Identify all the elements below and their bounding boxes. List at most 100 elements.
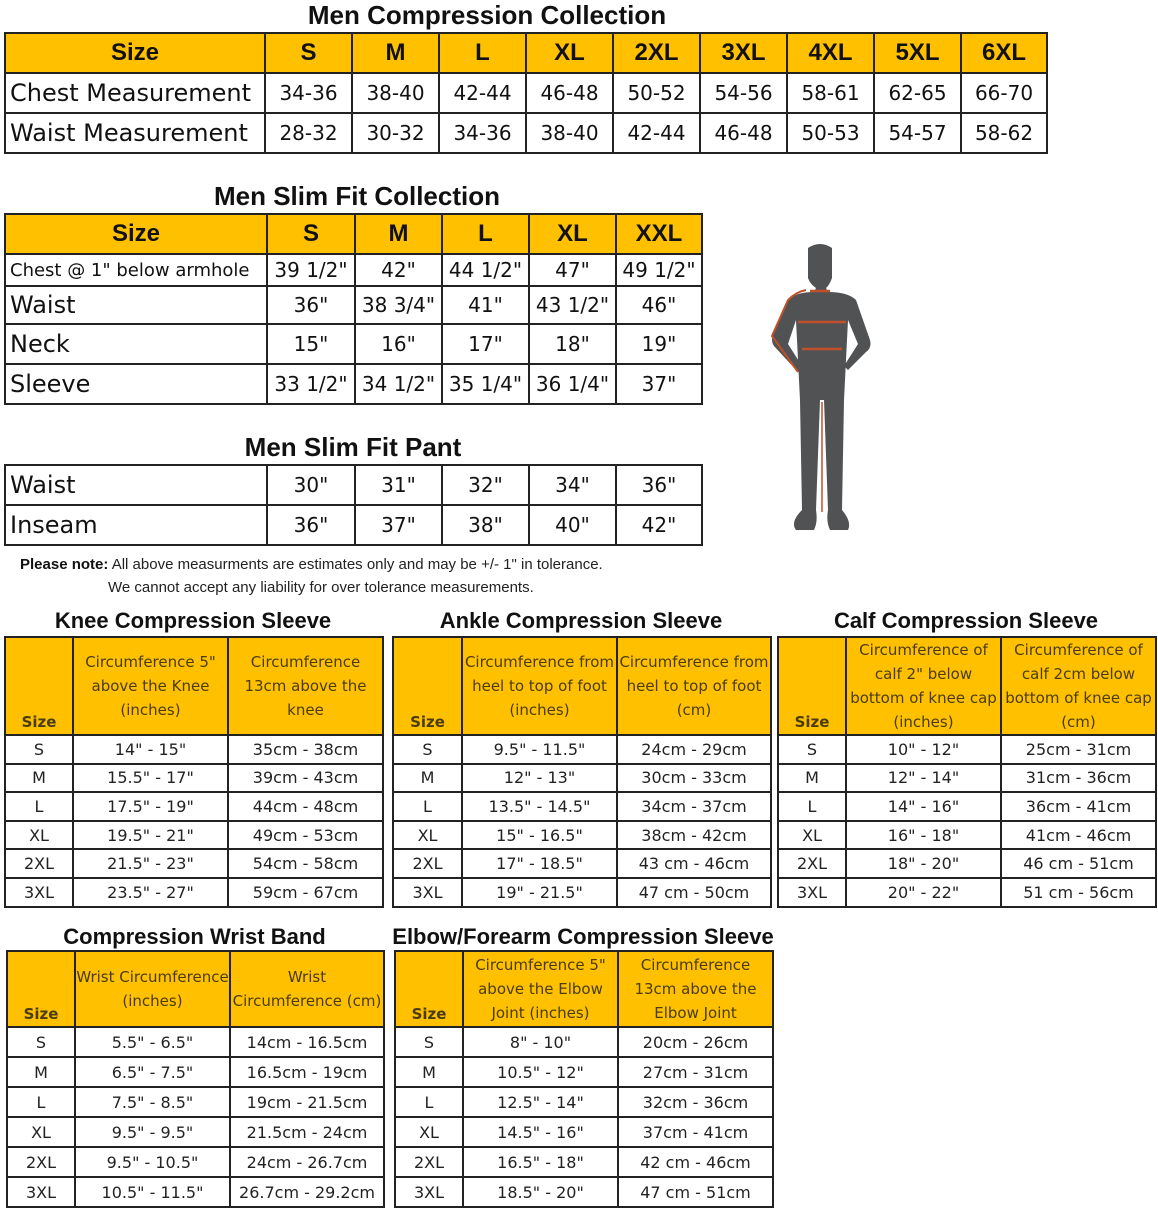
table-cell: 62-65 (873, 72, 962, 114)
table-cell: 21.5" - 23" (72, 848, 229, 879)
men-compression-title: Men Compression Collection (307, 0, 667, 30)
table-cell: 44 1/2" (441, 253, 530, 287)
ankle-sleeve-header-row: Size Circumference from heel to top of fo… (392, 636, 772, 736)
table-cell: 38cm - 42cm (616, 819, 772, 851)
table-cell: 6.5" - 7.5" (74, 1056, 231, 1088)
column-header: M (354, 213, 443, 255)
column-header: M (351, 32, 440, 74)
size-header: Size (4, 213, 268, 255)
column-header: S (266, 213, 356, 255)
men-slim-fit-row: Sleeve 33 1/2" 34 1/2" 35 1/4" 36 1/4" 37" (4, 363, 703, 405)
size-header: Size (392, 636, 463, 736)
row-label: 3XL (777, 876, 847, 908)
ankle-sleeve-row: 2XL 17" - 18.5" 43 cm - 46cm (392, 848, 772, 879)
column-header: Wrist Circumference (inches) (74, 950, 231, 1028)
men-slim-fit-row: Waist 36" 38 3/4" 41" 43 1/2" 46" (4, 285, 703, 325)
table-cell: 30-32 (351, 112, 440, 154)
table-cell: 10" - 12" (845, 734, 1002, 765)
table-cell: 31" (354, 464, 443, 506)
row-label: S (4, 734, 74, 765)
wrist-band-row: S 5.5" - 6.5" 14cm - 16.5cm (6, 1026, 385, 1058)
row-label: M (6, 1056, 76, 1088)
elbow-sleeve-title: Elbow/Forearm Compression Sleeve (392, 924, 774, 949)
table-cell: 41" (441, 285, 530, 325)
table-cell: 30cm - 33cm (616, 762, 772, 794)
knee-sleeve-row: XL 19.5" - 21" 49cm - 53cm (4, 819, 384, 851)
wrist-band-row: L 7.5" - 8.5" 19cm - 21.5cm (6, 1086, 385, 1118)
table-cell: 16.5cm - 19cm (229, 1056, 385, 1088)
table-cell: 35 1/4" (441, 363, 530, 405)
table-cell: 9.5" - 10.5" (74, 1146, 231, 1178)
table-cell: 5.5" - 6.5" (74, 1026, 231, 1058)
table-cell: 34" (528, 464, 617, 506)
ankle-sleeve-row: M 12" - 13" 30cm - 33cm (392, 762, 772, 794)
elbow-sleeve-row: M 10.5" - 12" 27cm - 31cm (394, 1056, 774, 1088)
knee-sleeve-header-row: Size Circumference 5" above the Knee (inc… (4, 636, 384, 736)
row-label: 2XL (392, 848, 463, 879)
column-header: Circumference of calf 2" below bottom of… (845, 636, 1002, 736)
ankle-sleeve-row: L 13.5" - 14.5" 34cm - 37cm (392, 791, 772, 822)
calf-sleeve-table: Size Circumference of calf 2" below botto… (777, 636, 1157, 908)
men-slim-fit-row: Chest @ 1" below armhole 39 1/2" 42" 44 1/2… (4, 253, 703, 287)
table-cell: 47 cm - 50cm (616, 876, 772, 908)
column-header: Circumference 13cm above the knee (227, 636, 384, 736)
table-cell: 20cm - 26cm (617, 1026, 774, 1058)
men-compression-header-row: Size S M L XL 2XL 3XL 4XL 5XL 6XL (4, 32, 1048, 74)
calf-sleeve-row: S 10" - 12" 25cm - 31cm (777, 734, 1157, 765)
table-cell: 36cm - 41cm (1000, 791, 1157, 822)
ankle-sleeve-row: 3XL 19" - 21.5" 47 cm - 50cm (392, 876, 772, 908)
size-header: Size (4, 32, 266, 74)
table-cell: 58-62 (960, 112, 1048, 154)
table-cell: 7.5" - 8.5" (74, 1086, 231, 1118)
elbow-sleeve-row: XL 14.5" - 16" 37cm - 41cm (394, 1116, 774, 1148)
table-cell: 16" (354, 323, 443, 365)
calf-sleeve-title: Calf Compression Sleeve (833, 608, 1099, 633)
row-label: 2XL (4, 848, 74, 879)
table-cell: 9.5" - 11.5" (461, 734, 618, 765)
table-cell: 66-70 (960, 72, 1048, 114)
table-cell: 17" (441, 323, 530, 365)
table-cell: 32cm - 36cm (617, 1086, 774, 1118)
table-cell: 18" - 20" (845, 848, 1002, 879)
table-cell: 25cm - 31cm (1000, 734, 1157, 765)
row-label: S (394, 1026, 464, 1058)
knee-sleeve-row: M 15.5" - 17" 39cm - 43cm (4, 762, 384, 794)
men-slim-fit-pant-row: Waist 30" 31" 32" 34" 36" (4, 464, 703, 506)
row-label: 3XL (6, 1176, 76, 1208)
table-cell: 41cm - 46cm (1000, 819, 1157, 851)
table-cell: 36" (266, 504, 356, 546)
column-header: Circumference of calf 2cm below bottom o… (1000, 636, 1157, 736)
table-cell: 15.5" - 17" (72, 762, 229, 794)
table-cell: 42 cm - 46cm (617, 1146, 774, 1178)
men-slim-fit-pant-table: Waist 30" 31" 32" 34" 36" Inseam 36" 37" 38" 40" 42… (4, 464, 703, 546)
column-header: S (264, 32, 353, 74)
table-cell: 36 1/4" (528, 363, 617, 405)
wrist-band-row: 3XL 10.5" - 11.5" 26.7cm - 29.2cm (6, 1176, 385, 1208)
table-cell: 46 cm - 51cm (1000, 848, 1157, 879)
column-header: Circumference 5" above the Knee (inches) (72, 636, 229, 736)
column-header: XL (525, 32, 614, 74)
note-line-1: All above measurments are estimates only… (111, 556, 603, 573)
table-cell: 38" (441, 504, 530, 546)
knee-sleeve-row: L 17.5" - 19" 44cm - 48cm (4, 791, 384, 822)
row-label: 2XL (6, 1146, 76, 1178)
table-cell: 44cm - 48cm (227, 791, 384, 822)
table-cell: 15" - 16.5" (461, 819, 618, 851)
table-cell: 14" - 16" (845, 791, 1002, 822)
wrist-band-row: M 6.5" - 7.5" 16.5cm - 19cm (6, 1056, 385, 1088)
row-label: L (6, 1086, 76, 1118)
table-cell: 12" - 13" (461, 762, 618, 794)
wrist-band-title: Compression Wrist Band (63, 924, 326, 949)
table-cell: 42-44 (438, 72, 527, 114)
elbow-sleeve-row: L 12.5" - 14" 32cm - 36cm (394, 1086, 774, 1118)
table-cell: 42-44 (612, 112, 701, 154)
row-label: Waist (4, 464, 268, 506)
table-cell: 34-36 (264, 72, 353, 114)
size-header: Size (777, 636, 847, 736)
table-cell: 49 1/2" (615, 253, 703, 287)
table-cell: 21.5cm - 24cm (229, 1116, 385, 1148)
row-label: XL (392, 819, 463, 851)
table-cell: 13.5" - 14.5" (461, 791, 618, 822)
row-label: 3XL (394, 1176, 464, 1208)
table-cell: 8" - 10" (462, 1026, 619, 1058)
